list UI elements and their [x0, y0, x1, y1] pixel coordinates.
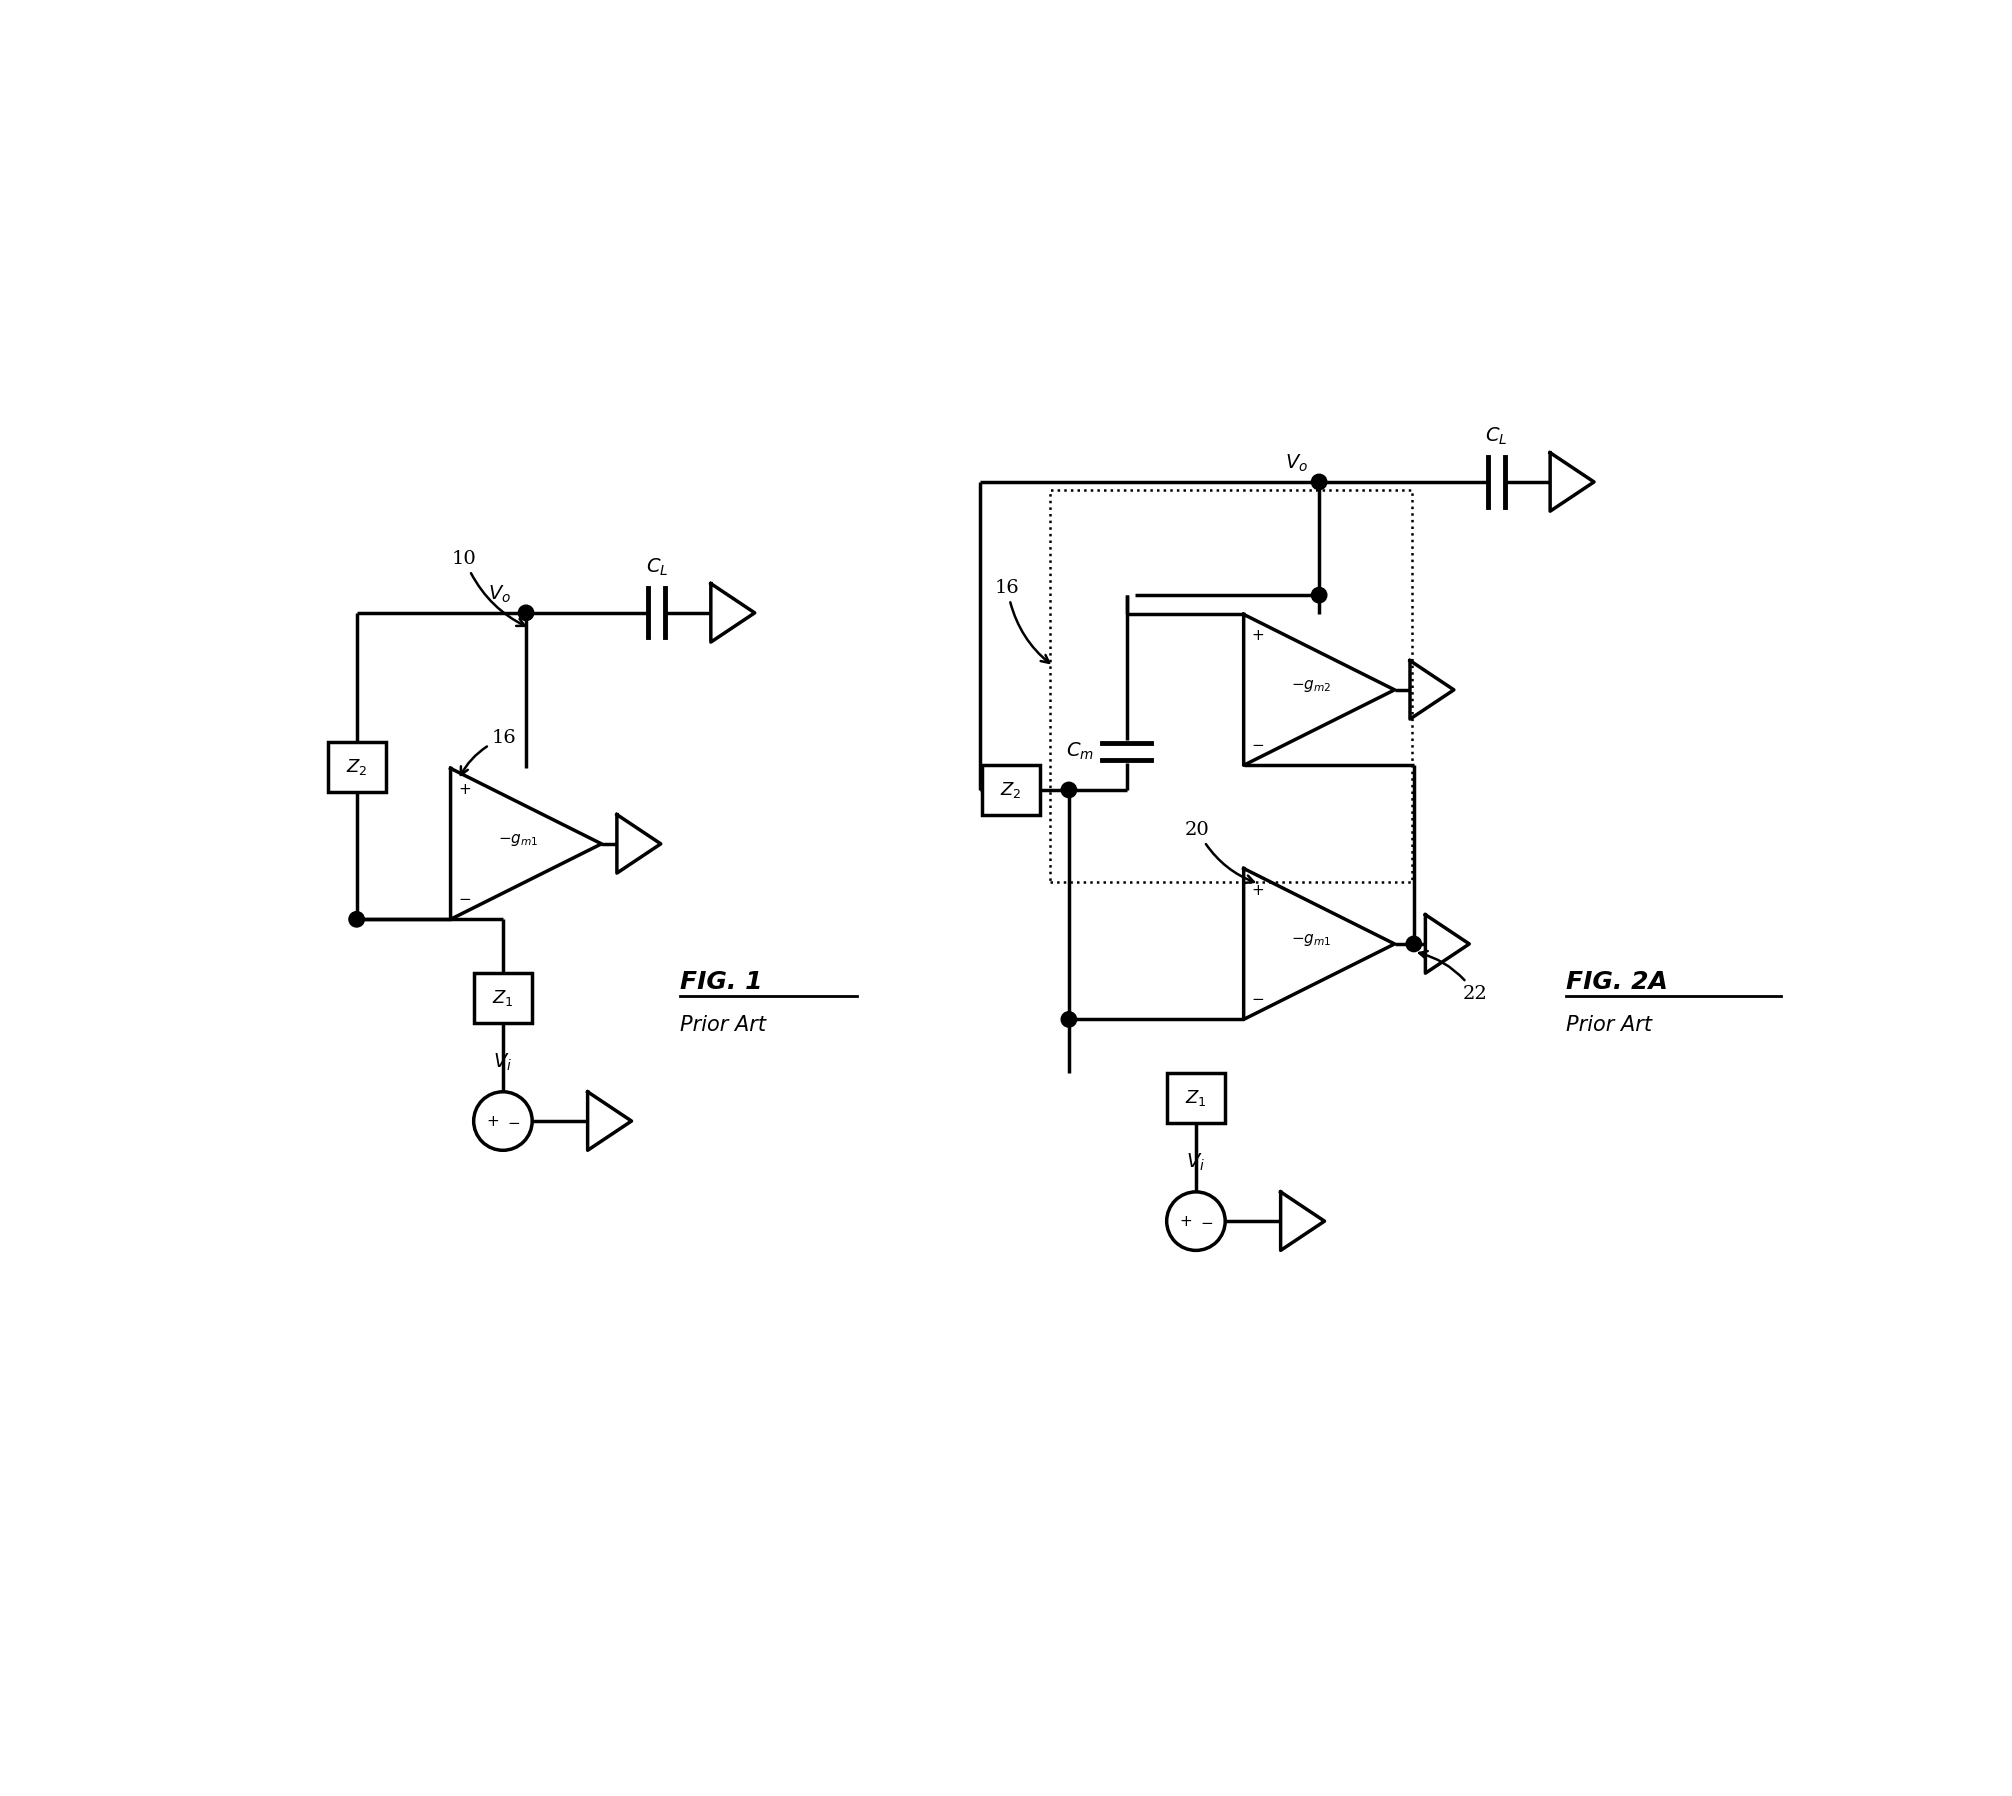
- Text: $C_L$: $C_L$: [1485, 426, 1507, 447]
- Text: 20: 20: [1185, 821, 1253, 884]
- Text: $Z_2$: $Z_2$: [1000, 779, 1022, 799]
- Text: $-$: $-$: [507, 1114, 521, 1128]
- Circle shape: [519, 605, 533, 621]
- Text: 16: 16: [994, 578, 1048, 663]
- Text: FIG. 1: FIG. 1: [680, 970, 763, 995]
- Text: $C_m$: $C_m$: [1066, 740, 1095, 762]
- Text: Prior Art: Prior Art: [680, 1015, 767, 1034]
- Text: $-$: $-$: [1251, 990, 1264, 1006]
- Text: $-g_{m2}$: $-g_{m2}$: [1292, 677, 1332, 693]
- Text: 22: 22: [1418, 952, 1487, 1002]
- FancyBboxPatch shape: [475, 973, 531, 1024]
- FancyBboxPatch shape: [982, 765, 1040, 815]
- Text: $Z_1$: $Z_1$: [1185, 1088, 1207, 1108]
- Text: $+$: $+$: [1251, 629, 1264, 643]
- Circle shape: [1060, 783, 1076, 797]
- Text: $V_o$: $V_o$: [1284, 453, 1308, 474]
- Circle shape: [348, 912, 364, 927]
- Circle shape: [1060, 1011, 1076, 1027]
- Text: $-$: $-$: [459, 891, 471, 905]
- Text: $-g_{m1}$: $-g_{m1}$: [499, 832, 539, 848]
- Text: $+$: $+$: [1251, 882, 1264, 898]
- Text: $-g_{m1}$: $-g_{m1}$: [1292, 932, 1332, 948]
- Text: $+$: $+$: [485, 1114, 499, 1128]
- Circle shape: [1312, 587, 1326, 603]
- Text: $-$: $-$: [1199, 1214, 1213, 1228]
- Text: 10: 10: [453, 550, 525, 627]
- Text: FIG. 2A: FIG. 2A: [1565, 970, 1668, 995]
- FancyBboxPatch shape: [328, 742, 386, 792]
- Text: $+$: $+$: [459, 783, 471, 797]
- Circle shape: [1406, 936, 1422, 952]
- Text: $V_o$: $V_o$: [487, 584, 511, 605]
- Text: $V_i$: $V_i$: [493, 1052, 513, 1074]
- Text: $V_i$: $V_i$: [1187, 1151, 1205, 1173]
- Text: $Z_2$: $Z_2$: [346, 756, 368, 778]
- Text: Prior Art: Prior Art: [1565, 1015, 1652, 1034]
- FancyBboxPatch shape: [1167, 1072, 1225, 1122]
- Text: $-$: $-$: [1251, 736, 1264, 751]
- Text: 16: 16: [461, 729, 517, 774]
- Text: $Z_1$: $Z_1$: [493, 988, 513, 1008]
- Text: $+$: $+$: [1179, 1214, 1191, 1228]
- Circle shape: [1312, 474, 1326, 490]
- Text: $C_L$: $C_L$: [646, 557, 668, 578]
